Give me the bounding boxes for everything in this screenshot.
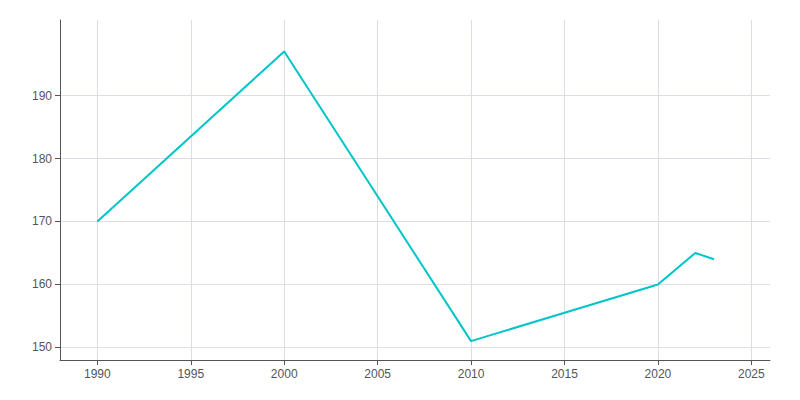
svg-text:2015: 2015 xyxy=(551,367,578,381)
svg-text:2000: 2000 xyxy=(271,367,298,381)
svg-text:190: 190 xyxy=(32,89,52,103)
svg-text:1995: 1995 xyxy=(177,367,204,381)
svg-text:2005: 2005 xyxy=(364,367,391,381)
svg-text:150: 150 xyxy=(32,340,52,354)
svg-text:2025: 2025 xyxy=(738,367,765,381)
svg-text:180: 180 xyxy=(32,152,52,166)
svg-text:160: 160 xyxy=(32,277,52,291)
svg-text:1990: 1990 xyxy=(84,367,111,381)
svg-text:170: 170 xyxy=(32,214,52,228)
svg-text:2020: 2020 xyxy=(645,367,672,381)
svg-text:2010: 2010 xyxy=(458,367,485,381)
